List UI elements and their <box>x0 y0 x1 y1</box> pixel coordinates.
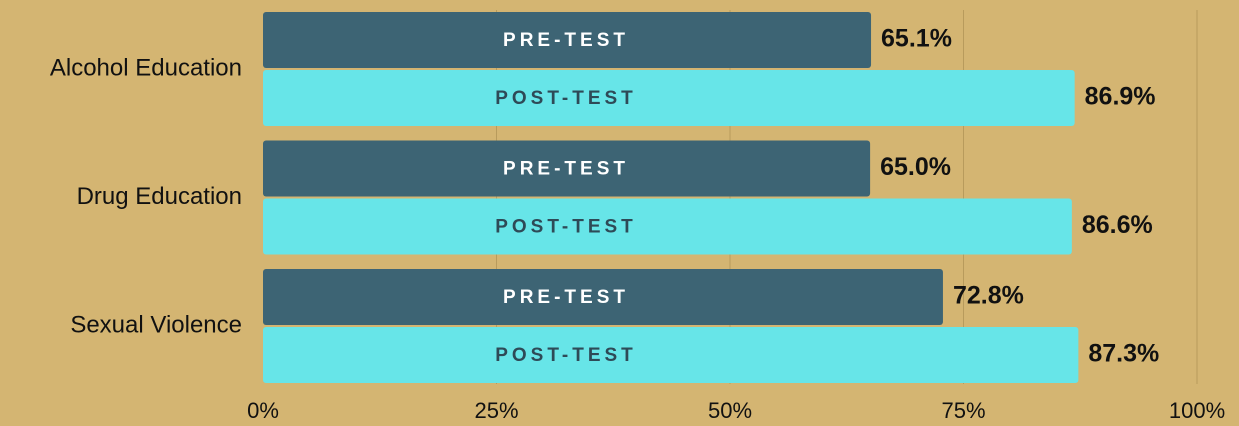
bar-series-label: PRE-TEST <box>503 159 629 180</box>
x-tick-label: 50% <box>708 398 752 423</box>
bar <box>263 140 871 197</box>
bar-series-label: POST-TEST <box>495 88 637 109</box>
value-label: 86.6% <box>1082 211 1153 239</box>
bar-series-label: PRE-TEST <box>503 30 629 51</box>
bar <box>263 269 943 325</box>
category-label: Sexual Violence <box>70 311 242 338</box>
value-label: 87.3% <box>1088 340 1159 368</box>
value-label: 72.8% <box>953 282 1024 310</box>
x-tick-label: 100% <box>1169 398 1225 423</box>
category-label: Alcohol Education <box>50 54 242 81</box>
category-label: Drug Education <box>77 183 242 210</box>
value-label: 65.1% <box>881 25 952 53</box>
bar-series-label: POST-TEST <box>495 345 637 366</box>
value-label: 86.9% <box>1085 83 1156 111</box>
value-label: 65.0% <box>880 153 951 181</box>
bar-series-label: PRE-TEST <box>503 287 629 308</box>
bar <box>263 12 872 68</box>
bar <box>263 327 1079 383</box>
x-tick-label: 75% <box>941 398 985 423</box>
x-tick-label: 25% <box>474 398 518 423</box>
bar <box>263 198 1072 255</box>
bar <box>263 70 1075 126</box>
x-tick-label: 0% <box>247 398 279 423</box>
bar-series-label: POST-TEST <box>495 217 637 238</box>
